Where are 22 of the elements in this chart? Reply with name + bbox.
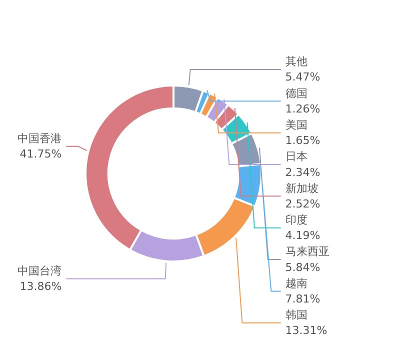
- data-label: 13.31%: [285, 324, 328, 338]
- slice-label: 其他: [285, 55, 308, 68]
- data-label: 41.75%: [20, 148, 62, 161]
- slice-label: 中国香港: [18, 132, 62, 146]
- data-label: 1.65%: [285, 134, 320, 148]
- slice-label: 中国台湾: [18, 264, 62, 278]
- data-label: 1.26%: [285, 102, 320, 116]
- slice-label: 德国: [285, 86, 308, 100]
- data-label: 5.84%: [285, 260, 320, 274]
- slice-label: 美国: [285, 118, 308, 132]
- data-label: 4.19%: [285, 229, 320, 242]
- slice-label: 日本: [285, 150, 308, 164]
- data-label: 2.52%: [285, 197, 320, 210]
- slice-label: 越南: [285, 276, 308, 290]
- data-label: 2.34%: [285, 166, 320, 179]
- data-label: 7.81%: [285, 292, 320, 306]
- data-label: 5.47%: [285, 70, 320, 84]
- slice-label: 韩国: [285, 308, 308, 322]
- slice-label: 马来西亚: [285, 245, 330, 258]
- slice-label: 印度: [285, 214, 308, 227]
- slice-label: 新加坡: [285, 182, 318, 195]
- data-label: 13.86%: [20, 280, 62, 294]
